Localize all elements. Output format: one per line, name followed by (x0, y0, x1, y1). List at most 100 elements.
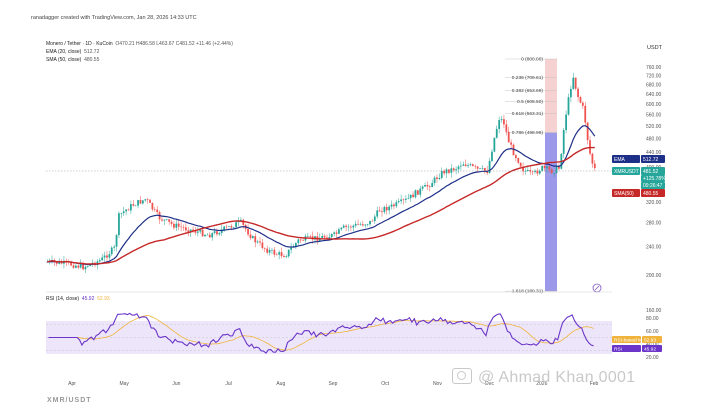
candle-body (120, 212, 123, 214)
candle-body (519, 162, 522, 167)
candle-body (526, 169, 529, 171)
ema-badge-value-text: 512.72 (643, 157, 659, 163)
time-tick-label: 2026 (536, 381, 547, 387)
candle-body (180, 226, 183, 228)
candle-body (132, 204, 135, 206)
candle-body (493, 137, 496, 152)
candle-body (569, 88, 572, 98)
candle-body (275, 254, 278, 256)
watermark: @ Ahmad Khan 0001 (452, 368, 635, 387)
candle-body (187, 230, 190, 233)
price-tick-label: 640.00 (646, 92, 662, 98)
rsi-badge-label (612, 345, 641, 352)
candle-body (507, 131, 510, 143)
candle-body (201, 229, 204, 237)
candle-body (254, 236, 257, 243)
time-tick-label: May (119, 381, 129, 387)
candle-body (249, 234, 252, 239)
candle-body (189, 229, 192, 233)
candle-body (400, 199, 403, 202)
candle-body (204, 234, 206, 237)
candle-body (239, 219, 242, 221)
candle-body (553, 173, 556, 174)
candle-body (469, 164, 472, 166)
rsi-ma-badge-value (642, 336, 662, 343)
rsi-legend[interactable]: RSI (14, close) 45.92 52.93 (46, 296, 110, 302)
candle-body (357, 223, 359, 225)
candle-body (283, 256, 285, 258)
candle-body (445, 169, 448, 174)
candle-body (579, 97, 582, 103)
candle-body (302, 240, 304, 241)
candle-body (165, 219, 168, 220)
price-tick-label: 480.00 (646, 137, 662, 143)
candle-body (89, 263, 92, 267)
price-tick-label: 440.00 (646, 150, 662, 156)
candle-body (476, 166, 479, 169)
candle-body (156, 209, 159, 213)
candle-body (134, 205, 137, 207)
candle-body (390, 204, 393, 207)
symbol-legend[interactable]: Monero / Tether · 1D · KuCoin O470.21 H4… (46, 41, 233, 47)
candle-body (393, 204, 395, 207)
candle-body (479, 168, 481, 169)
candle-body (462, 164, 465, 166)
rsi-legend-value: 45.92 (81, 296, 95, 302)
candle-body (271, 249, 273, 251)
candle-body (122, 211, 125, 213)
sma-badge-value (641, 189, 665, 197)
candle-body (514, 155, 517, 159)
candle-body (543, 165, 546, 169)
candle-body (426, 184, 429, 187)
candle-body (567, 97, 570, 115)
rsi-badge-label-text: RSI (614, 346, 622, 352)
candle-body (536, 170, 539, 174)
rsi-ma-legend-value: 52.93 (97, 296, 110, 302)
candle-body (287, 249, 290, 257)
candle-body (517, 158, 520, 163)
candle-body (572, 77, 575, 89)
sma-badge-label-text: SMA(50) (614, 191, 634, 197)
candle-body (299, 239, 302, 241)
candle-body (503, 119, 505, 125)
candle-body (591, 153, 594, 164)
candle-body (268, 249, 271, 253)
countdown-badge (641, 182, 665, 189)
candle-body (481, 167, 484, 169)
candle-body (46, 261, 49, 263)
candle-body (72, 265, 75, 268)
candle-body (584, 105, 587, 123)
candle-body (409, 194, 412, 199)
candle-body (361, 224, 364, 226)
alert-icon[interactable] (592, 283, 602, 293)
candle-body (581, 102, 584, 106)
footer-fragment: XMR/USDT (47, 397, 92, 404)
candle-body (163, 219, 166, 221)
rsi-ma-badge-label (612, 336, 641, 343)
ohlc-values: O470.21 H486.58 L463.67 C481.52 +11.46 (… (115, 41, 233, 47)
candle-body (173, 223, 175, 228)
change-badge (641, 175, 665, 182)
candle-body (259, 241, 261, 243)
rsi-ma-badge-value-text: 52.93 (644, 337, 656, 343)
candle-body (565, 114, 568, 131)
change-badge-text: +125.78% (643, 176, 666, 182)
candle-body (538, 170, 541, 174)
currency-label: USDT (647, 45, 663, 51)
candle-body (55, 262, 58, 264)
candle-body (213, 231, 216, 234)
candle-body (574, 77, 577, 89)
candle-body (330, 233, 333, 237)
ema-legend[interactable]: EMA (20, close) 512.72 (46, 49, 99, 55)
candle-body (541, 165, 544, 171)
candle-body (424, 184, 426, 187)
price-tick-label: 280.00 (646, 221, 662, 227)
candle-body (345, 225, 348, 227)
candle-body (228, 226, 230, 227)
candle-body (192, 229, 194, 231)
candle-body (113, 246, 116, 248)
candle-body (235, 222, 238, 228)
candle-body (459, 165, 462, 167)
sma-legend[interactable]: SMA (50, close) 480.55 (46, 57, 99, 63)
